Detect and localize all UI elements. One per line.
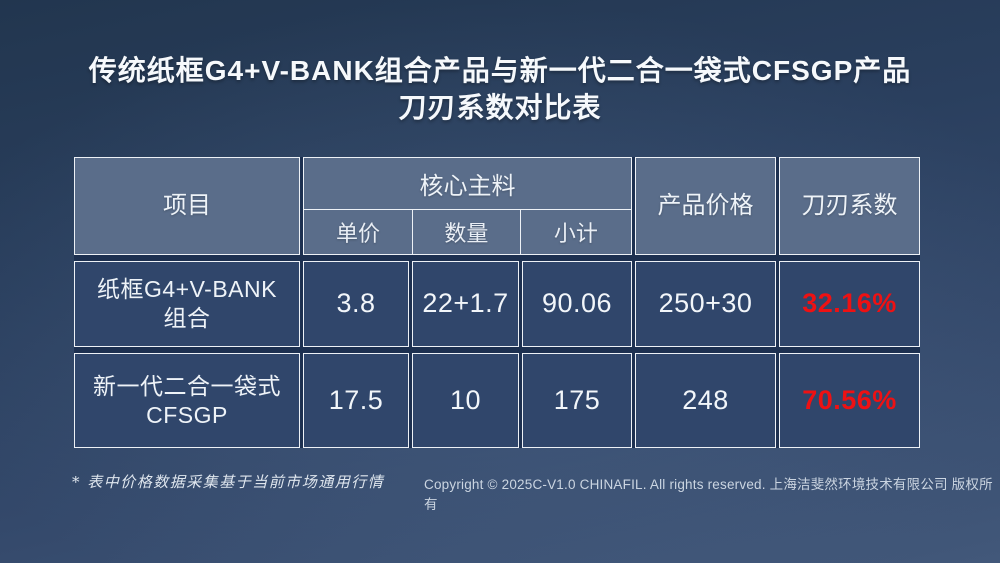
row-1-product-price: 250+30 xyxy=(635,261,776,347)
row-1-quantity: 22+1.7 xyxy=(412,261,519,347)
title-line-1: 传统纸框G4+V-BANK组合产品与新一代二合一袋式CFSGP产品 xyxy=(88,55,912,86)
copyright-text: Copyright © 2025C-V1.0 CHINAFIL. All rig… xyxy=(424,477,993,512)
header-blade-coefficient: 刀刃系数 xyxy=(779,157,920,255)
header-subtotal: 小计 xyxy=(519,210,631,254)
row-2-name-line-1: 新一代二合一袋式 xyxy=(93,372,281,399)
row-2-subtotal: 175 xyxy=(522,353,632,448)
row-2-unit-price: 17.5 xyxy=(303,353,409,448)
header-blade-coefficient-label: 刀刃系数 xyxy=(801,192,898,219)
row-1-subtotal: 90.06 xyxy=(522,261,632,347)
comparison-table: 项目 核心主料 单价 数量 小计 产品价格 刀刃系数 纸框G4+V-BANK 组… xyxy=(74,157,920,448)
header-product-price-label: 产品价格 xyxy=(657,192,754,219)
table-row-2-name: 新一代二合一袋式 CFSGP xyxy=(74,353,300,448)
header-product-price: 产品价格 xyxy=(635,157,776,255)
price-data-footnote: * 表中价格数据采集基于当前市场通用行情 xyxy=(72,473,385,491)
row-1-name-line-1: 纸框G4+V-BANK xyxy=(97,276,277,303)
row-1-blade-coefficient: 32.16% xyxy=(779,261,920,347)
header-item: 项目 xyxy=(74,157,300,255)
row-2-blade-coefficient: 70.56% xyxy=(779,353,920,448)
header-item-label: 项目 xyxy=(163,192,211,219)
header-core-materials: 核心主料 xyxy=(304,158,631,210)
row-2-name-line-2: CFSGP xyxy=(146,401,228,428)
row-2-quantity: 10 xyxy=(412,353,519,448)
page-title: 传统纸框G4+V-BANK组合产品与新一代二合一袋式CFSGP产品 刀刃系数对比… xyxy=(0,52,1000,126)
header-core-materials-group: 核心主料 单价 数量 小计 xyxy=(303,157,632,255)
row-2-product-price: 248 xyxy=(635,353,776,448)
table-row-1-name: 纸框G4+V-BANK 组合 xyxy=(74,261,300,347)
header-quantity: 数量 xyxy=(411,210,520,254)
row-1-unit-price: 3.8 xyxy=(303,261,409,347)
title-line-2: 刀刃系数对比表 xyxy=(398,92,602,123)
row-1-name-line-2: 组合 xyxy=(163,305,211,331)
header-unit-price: 单价 xyxy=(335,221,380,246)
